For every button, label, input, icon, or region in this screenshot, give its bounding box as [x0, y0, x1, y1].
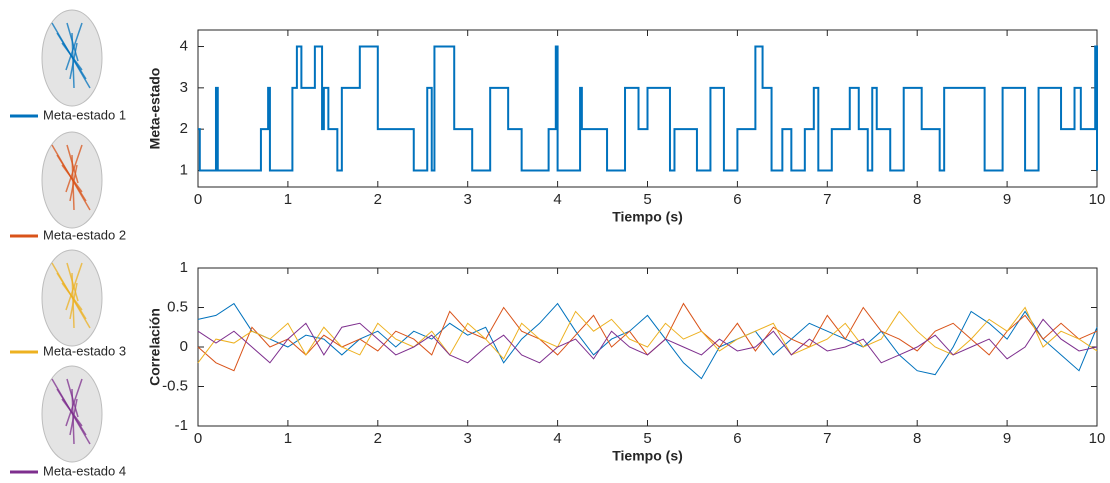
- x-axis-label: Tiempo (s): [612, 448, 683, 464]
- x-tick-label: 8: [913, 191, 921, 208]
- x-tick-label: 1: [284, 430, 292, 447]
- brain-connection: [65, 378, 83, 427]
- state-line: [198, 45, 1098, 172]
- legend-label: Meta-estado 2: [43, 227, 126, 242]
- brain-connection: [69, 282, 78, 320]
- x-tick-label: 9: [1003, 191, 1011, 208]
- legend-label: Meta-estado 4: [43, 463, 126, 478]
- y-axis-label: Correlación: [147, 308, 163, 386]
- correlation-line: [197, 318, 1098, 364]
- x-tick-label: 10: [1089, 430, 1106, 447]
- x-axis-label: Tiempo (s): [612, 209, 683, 225]
- y-tick-label: 0.5: [167, 298, 188, 315]
- x-tick-label: 8: [913, 430, 921, 447]
- y-tick-label: 2: [180, 120, 188, 137]
- brain-connection: [69, 42, 78, 80]
- brain-connection: [61, 282, 83, 311]
- x-tick-label: 7: [823, 191, 831, 208]
- brain-connection: [61, 42, 83, 71]
- x-tick-label: 7: [823, 430, 831, 447]
- correlation-line: [197, 306, 1098, 364]
- brain-connection: [65, 144, 83, 193]
- x-tick-label: 2: [374, 430, 382, 447]
- x-tick-label: 5: [643, 191, 651, 208]
- y-tick-label: 1: [180, 161, 188, 178]
- brain-connection: [69, 164, 78, 202]
- legend-label: Meta-estado 1: [43, 107, 126, 122]
- brain-connection: [61, 398, 83, 427]
- brain-connection: [65, 262, 83, 311]
- brain-connection: [61, 164, 83, 193]
- x-tick-label: 10: [1089, 191, 1106, 208]
- x-tick-label: 9: [1003, 430, 1011, 447]
- x-tick-label: 6: [733, 191, 741, 208]
- x-tick-label: 6: [733, 430, 741, 447]
- x-tick-label: 4: [553, 191, 561, 208]
- y-tick-label: 3: [180, 79, 188, 96]
- y-tick-label: 0: [180, 338, 188, 355]
- legend-label: Meta-estado 3: [43, 343, 126, 358]
- x-tick-label: 1: [284, 191, 292, 208]
- x-tick-label: 4: [553, 430, 561, 447]
- brain-connection: [65, 22, 83, 71]
- y-tick-label: 1: [180, 259, 188, 276]
- y-tick-label: 4: [180, 37, 188, 54]
- y-tick-label: -1: [175, 417, 188, 434]
- y-axis-label: Meta-estado: [147, 68, 163, 150]
- x-tick-label: 3: [464, 191, 472, 208]
- x-tick-label: 5: [643, 430, 651, 447]
- x-tick-label: 0: [194, 191, 202, 208]
- x-tick-label: 3: [464, 430, 472, 447]
- y-tick-label: -0.5: [162, 377, 188, 394]
- brain-connection: [69, 398, 78, 436]
- x-tick-label: 2: [374, 191, 382, 208]
- x-tick-label: 0: [194, 430, 202, 447]
